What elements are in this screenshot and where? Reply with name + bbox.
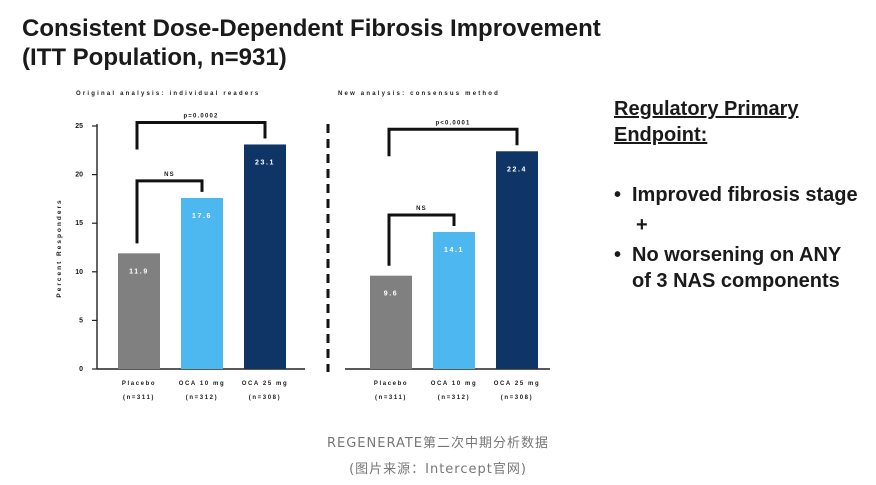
bullet-item-fibrosis: • Improved fibrosis stage <box>614 182 864 208</box>
bullet-dot: • <box>614 244 622 266</box>
bar-value-label: 17.6 <box>192 213 212 220</box>
bar <box>370 275 412 369</box>
y-tick-label: 15 <box>75 220 83 227</box>
endpoint-heading-line-1: Regulatory Primary <box>614 98 799 120</box>
significance-label: p=0.0002 <box>183 113 218 119</box>
y-tick-label: 25 <box>75 123 83 130</box>
bar <box>118 253 160 369</box>
y-axis-label: Percent Responders <box>56 198 63 297</box>
chart-title: Original analysis: individual readers <box>76 91 260 97</box>
significance-label: p<0.0001 <box>435 120 470 126</box>
endpoint-heading-line-2: Endpoint: <box>614 124 708 146</box>
significance-bracket <box>387 127 519 157</box>
page-title: Consistent Dose-Dependent Fibrosis Impro… <box>22 14 601 72</box>
y-tick-label: 5 <box>79 317 83 324</box>
bar-value-label: 9.6 <box>384 291 399 298</box>
x-category-label: OCA 10 mg <box>179 381 226 387</box>
x-category-label: Placebo <box>374 381 408 387</box>
bar <box>181 197 223 369</box>
x-category-label: OCA 25 mg <box>494 381 541 387</box>
x-category-label: OCA 10 mg <box>431 381 478 387</box>
bar-value-label: 22.4 <box>507 166 527 173</box>
x-category-n-label: (n=312) <box>186 395 218 401</box>
x-category-n-label: (n=312) <box>438 395 470 401</box>
significance-bracket <box>135 179 204 244</box>
bullet-text-nas: No worsening on ANY of 3 NAS components <box>632 244 841 292</box>
significance-bracket <box>135 120 267 150</box>
y-tick-label: 20 <box>75 172 83 179</box>
plus-sign: + <box>636 214 648 236</box>
bar <box>244 144 286 369</box>
title-line-1: Consistent Dose-Dependent Fibrosis Impro… <box>22 15 601 42</box>
significance-label: NS <box>416 206 427 212</box>
bar <box>496 151 538 369</box>
y-tick-label: 10 <box>75 269 83 276</box>
chart-title: New analysis: consensus method <box>338 91 500 97</box>
x-category-n-label: (n=311) <box>375 395 407 401</box>
bar <box>433 231 475 369</box>
endpoint-heading: Regulatory Primary Endpoint: <box>614 96 864 148</box>
title-line-2: (ITT Population, n=931) <box>22 44 287 71</box>
x-category-n-label: (n=308) <box>249 395 281 401</box>
x-category-label: OCA 25 mg <box>242 381 289 387</box>
caption-line-1: REGENERATE第二次中期分析数据 <box>326 436 550 451</box>
bar-value-label: 23.1 <box>255 159 275 166</box>
bullet-item-nas: • No worsening on ANY of 3 NAS component… <box>614 242 864 294</box>
bar-value-label: 11.9 <box>129 268 149 275</box>
x-category-n-label: (n=311) <box>123 395 155 401</box>
bar-value-label: 14.1 <box>444 247 464 254</box>
bullet-text-fibrosis: Improved fibrosis stage <box>632 184 858 206</box>
caption-line-2: (图片来源：Intercept官网) <box>349 462 527 477</box>
significance-label: NS <box>164 172 175 178</box>
bullet-dot: • <box>614 184 622 206</box>
x-category-label: Placebo <box>122 381 156 387</box>
x-category-n-label: (n=308) <box>501 395 533 401</box>
significance-bracket <box>387 213 456 266</box>
y-tick-label: 0 <box>79 366 83 373</box>
endpoint-panel: Regulatory Primary Endpoint: • Improved … <box>614 96 864 294</box>
